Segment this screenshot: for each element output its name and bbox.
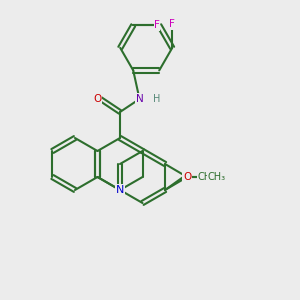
Text: CH₃: CH₃	[197, 172, 215, 182]
Text: N: N	[136, 94, 143, 104]
Text: CH₃: CH₃	[207, 172, 226, 182]
Text: H: H	[153, 94, 161, 104]
Text: O: O	[183, 172, 191, 182]
Text: N: N	[116, 185, 124, 195]
Text: F: F	[169, 19, 175, 29]
Text: O: O	[183, 172, 191, 182]
Text: O: O	[183, 172, 191, 182]
Text: O: O	[93, 94, 102, 104]
Text: CH₃: CH₃	[207, 172, 226, 182]
Text: F: F	[154, 20, 160, 30]
